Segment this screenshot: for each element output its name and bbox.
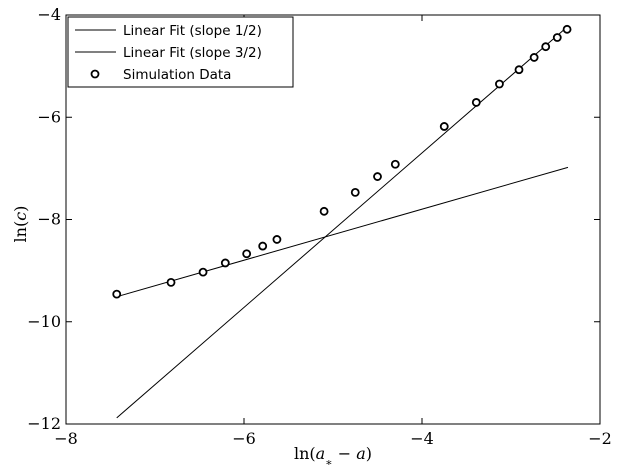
- fit-lines: [116, 25, 569, 419]
- data-point: [373, 172, 382, 181]
- data-point: [198, 267, 208, 277]
- legend-label-fit-three-halves: Linear Fit (slope 3/2): [123, 45, 262, 61]
- data-point: [258, 241, 268, 251]
- data-point: [471, 98, 481, 107]
- data-point: [541, 42, 551, 52]
- data-point: [242, 249, 252, 259]
- y-tick-label: −12: [27, 414, 61, 433]
- fit-line-0: [116, 166, 569, 298]
- data-point: [112, 289, 122, 299]
- data-point: [319, 206, 329, 216]
- y-tick-label: −8: [37, 210, 61, 229]
- y-tick-label: −4: [37, 5, 61, 24]
- data-point: [552, 33, 562, 42]
- y-tick-label: −6: [37, 107, 61, 126]
- y-axis-label: ln(c): [11, 206, 30, 243]
- x-tick-label: −2: [588, 429, 612, 448]
- data-point: [514, 65, 524, 75]
- data-point: [390, 159, 400, 169]
- axis-ticks: −8 −6 −4 −2 −12 −10 −8 −6 −4: [27, 5, 612, 448]
- data-point: [562, 24, 572, 34]
- x-tick-label: −8: [54, 429, 78, 448]
- x-tick-label: −6: [232, 429, 256, 448]
- data-point: [272, 235, 282, 244]
- x-tick-label: −4: [410, 429, 434, 448]
- data-point: [439, 122, 449, 131]
- legend-label-fit-half: Linear Fit (slope 1/2): [123, 23, 262, 39]
- data-point: [166, 277, 176, 287]
- legend-marker-simulation: [90, 69, 100, 79]
- data-point: [220, 258, 230, 268]
- fit-line-1: [116, 25, 569, 419]
- data-point: [495, 79, 504, 89]
- data-point: [529, 53, 539, 62]
- data-markers: [112, 24, 572, 299]
- legend-label-simulation: Simulation Data: [123, 67, 231, 83]
- x-axis-label: ln(a∗ − a): [294, 444, 372, 468]
- legend: Linear Fit (slope 1/2) Linear Fit (slope…: [67, 16, 294, 88]
- data-point: [350, 188, 360, 197]
- y-tick-label: −10: [27, 312, 61, 331]
